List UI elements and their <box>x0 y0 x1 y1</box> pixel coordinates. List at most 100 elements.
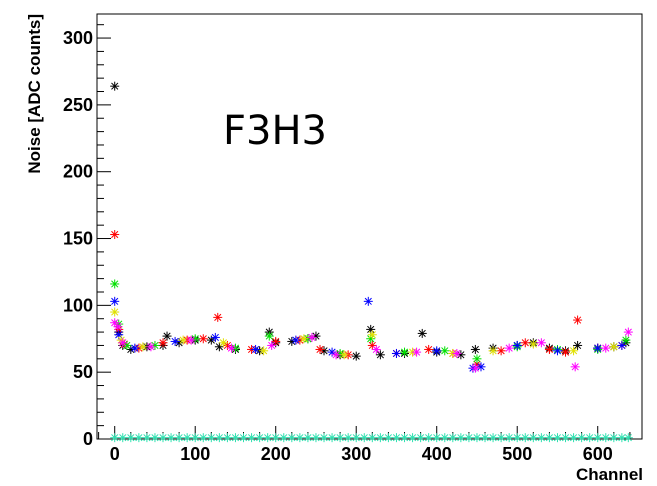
data-point <box>259 346 269 356</box>
data-point <box>400 433 410 443</box>
data-point <box>264 331 274 341</box>
data-point <box>472 354 482 364</box>
data-point <box>456 433 466 443</box>
data-point <box>218 338 228 348</box>
x-tick-label: 400 <box>422 444 452 464</box>
data-point <box>351 351 361 361</box>
data-point <box>239 433 249 443</box>
data-point <box>247 433 257 443</box>
data-point <box>496 433 506 443</box>
data-point <box>146 342 156 352</box>
data-point <box>552 433 562 443</box>
data-point <box>621 335 631 345</box>
data-point <box>452 348 462 358</box>
data-point <box>126 344 136 354</box>
data-point <box>113 322 123 332</box>
data-point <box>470 363 480 373</box>
data-point <box>130 343 140 353</box>
data-point <box>307 332 317 342</box>
data-point <box>528 433 538 443</box>
data-point <box>536 433 546 443</box>
data-point <box>512 340 522 350</box>
data-point <box>371 344 381 354</box>
data-point <box>230 433 240 443</box>
data-point <box>520 433 530 443</box>
data-point <box>424 433 434 443</box>
data-point <box>251 344 261 354</box>
data-point <box>536 338 546 348</box>
data-point <box>412 347 422 357</box>
data-point <box>470 344 480 354</box>
data-point <box>359 433 369 443</box>
x-axis-ticks: 0 100 200 300 400 500 600 <box>98 426 631 464</box>
data-point <box>166 433 176 443</box>
data-point <box>295 433 305 443</box>
data-point <box>367 330 377 340</box>
data-point <box>134 433 144 443</box>
data-point <box>182 433 192 443</box>
data-point <box>609 342 619 352</box>
data-point <box>585 433 595 443</box>
data-point <box>363 296 373 306</box>
data-point <box>291 335 301 345</box>
data-point <box>504 433 514 443</box>
data-point <box>383 433 393 443</box>
data-points <box>110 81 633 443</box>
data-point <box>222 433 232 443</box>
data-point <box>601 433 611 443</box>
data-point <box>464 433 474 443</box>
data-point <box>593 343 603 353</box>
data-point <box>170 336 180 346</box>
data-point <box>319 346 329 356</box>
data-point <box>210 332 220 342</box>
x-axis-title: Channel <box>576 465 643 484</box>
data-point <box>488 433 498 443</box>
data-point <box>158 433 168 443</box>
data-point <box>432 433 442 443</box>
y-tick-label: 200 <box>63 162 93 182</box>
data-point <box>327 433 337 443</box>
data-point <box>391 348 401 358</box>
data-point <box>213 312 223 322</box>
data-point <box>319 433 329 443</box>
data-point <box>577 433 587 443</box>
y-axis-ticks: 0 50 100 150 200 250 300 <box>63 24 111 449</box>
data-point <box>512 433 522 443</box>
data-point <box>138 342 148 352</box>
data-point <box>271 433 281 443</box>
annotation-label: F3H3 <box>223 108 327 154</box>
data-point <box>617 340 627 350</box>
data-point <box>552 346 562 356</box>
data-point <box>311 433 321 443</box>
data-point <box>472 433 482 443</box>
data-point <box>601 343 611 353</box>
data-point <box>299 334 309 344</box>
data-point <box>339 350 349 360</box>
data-point <box>504 343 514 353</box>
data-point <box>287 433 297 443</box>
data-point <box>214 342 224 352</box>
data-point <box>331 350 341 360</box>
data-point <box>520 338 530 348</box>
data-point <box>573 315 583 325</box>
plot-frame <box>96 13 643 440</box>
data-point <box>561 433 571 443</box>
data-point <box>366 324 376 334</box>
data-point <box>126 433 136 443</box>
data-point <box>424 344 434 354</box>
x-tick-label: 100 <box>180 444 210 464</box>
x-tick-label: 500 <box>502 444 532 464</box>
x-tick-label: 300 <box>341 444 371 464</box>
data-point <box>279 433 289 443</box>
data-point <box>110 230 120 240</box>
data-point <box>416 433 426 443</box>
data-point <box>110 307 120 317</box>
data-point <box>623 327 633 337</box>
x-tick-label: 0 <box>110 444 120 464</box>
data-point <box>408 433 418 443</box>
y-tick-label: 150 <box>63 229 93 249</box>
y-tick-label: 250 <box>63 95 93 115</box>
y-tick-label: 50 <box>73 362 93 382</box>
